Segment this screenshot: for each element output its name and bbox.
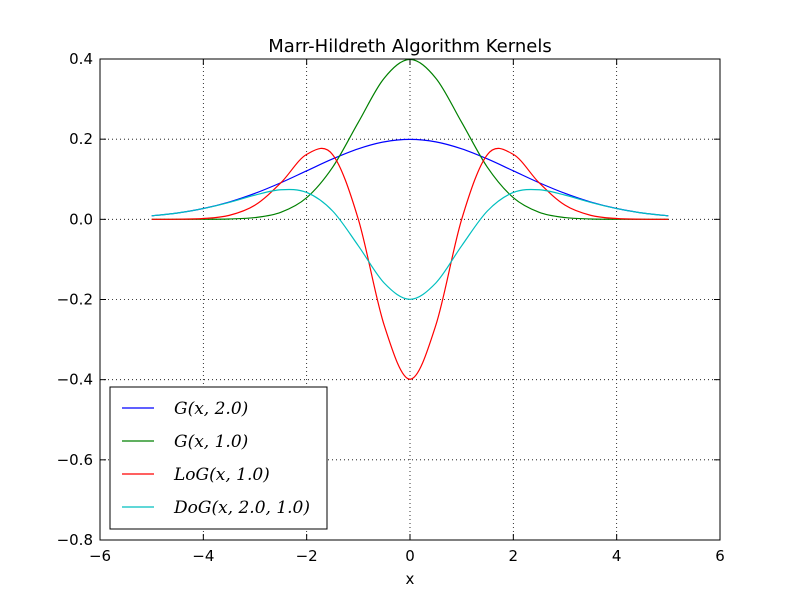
legend-label: LoG(x, 1.0) — [173, 465, 270, 485]
x-tick-label: 0 — [405, 547, 415, 565]
y-tick-label: −0.2 — [57, 291, 93, 309]
y-tick-label: −0.6 — [57, 451, 93, 469]
x-tick-label: 2 — [509, 547, 519, 565]
x-tick-label: 4 — [612, 547, 622, 565]
x-tick-label: −4 — [192, 547, 214, 565]
legend-label: G(x, 2.0) — [174, 399, 248, 419]
chart-title: Marr-Hildreth Algorithm Kernels — [268, 36, 551, 57]
x-tick-label: 6 — [715, 547, 725, 565]
y-tick-label: 0.0 — [69, 210, 93, 228]
legend-box — [109, 386, 328, 530]
axis-ticks: −6 −4 −2 0 2 4 6 −0.8 −0.6 −0.4 −0.2 0.0 0.2 0.4 — [57, 50, 725, 565]
y-tick-label: 0.2 — [69, 130, 93, 148]
legend-label: G(x, 1.0) — [174, 432, 248, 452]
x-tick-label: −2 — [296, 547, 318, 565]
legend-label: DoG(x, 2.0, 1.0) — [173, 498, 310, 518]
x-tick-label: −6 — [89, 547, 111, 565]
y-tick-label: 0.4 — [69, 50, 93, 68]
legend: G(x, 2.0) G(x, 1.0) LoG(x, 1.0) DoG(x, 2.0,… — [109, 386, 328, 530]
series-line-3 — [151, 147, 669, 380]
y-tick-label: −0.4 — [57, 371, 93, 389]
series-line-4 — [151, 188, 669, 300]
y-tick-label: −0.8 — [57, 531, 93, 549]
x-axis-label: x — [406, 570, 415, 588]
